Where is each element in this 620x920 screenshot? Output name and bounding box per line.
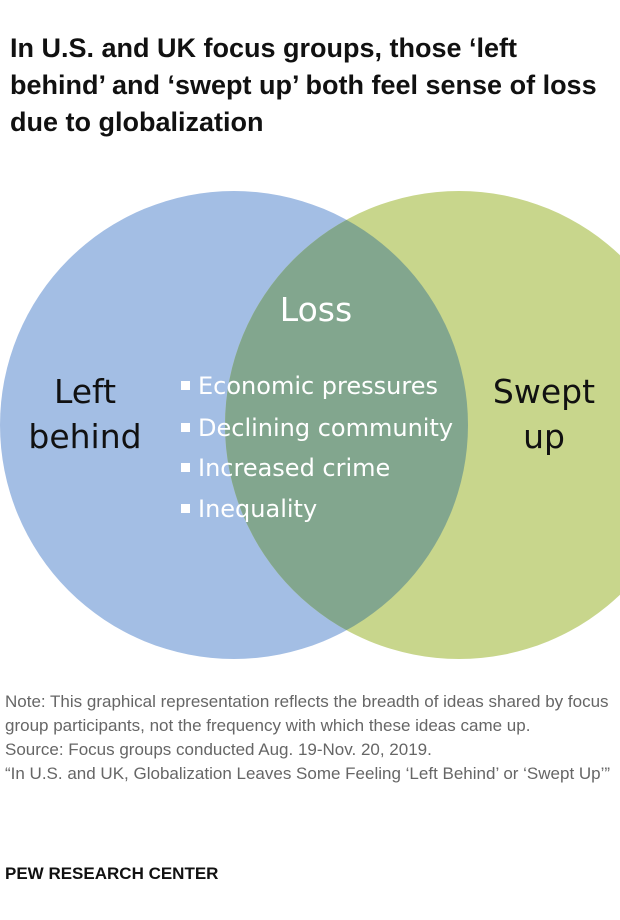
loss-item-text: Increased crime [198, 454, 390, 482]
left-behind-label-line2: behind [28, 417, 141, 456]
report-title-text: “In U.S. and UK, Globalization Leaves So… [5, 764, 611, 783]
loss-item: Economic pressures [181, 372, 438, 400]
chart-title: In U.S. and UK focus groups, those ‘left… [10, 33, 597, 137]
venn-diagram: Left behind Swept up Loss Economic press… [0, 191, 620, 659]
pew-research-center-logo: PEW RESEARCH CENTER [5, 864, 219, 883]
bullet-marker [181, 504, 190, 513]
loss-item: Inequality [181, 495, 317, 523]
notes-block: Note: This graphical representation refl… [5, 690, 615, 786]
loss-label: Loss [280, 290, 352, 329]
bullet-marker [181, 381, 190, 390]
loss-item-text: Economic pressures [198, 372, 438, 400]
loss-item-text: Declining community [198, 414, 453, 442]
swept-up-label-line1: Swept [493, 372, 595, 411]
loss-overlap-region [225, 191, 468, 659]
source-text: Source: Focus groups conducted Aug. 19-N… [5, 740, 432, 759]
loss-item-text: Inequality [198, 495, 317, 523]
left-behind-label-line1: Left [54, 372, 116, 411]
swept-up-label-line2: up [523, 417, 565, 456]
loss-item: Increased crime [181, 454, 390, 482]
loss-item: Declining community [181, 414, 453, 442]
bullet-marker [181, 423, 190, 432]
bullet-marker [181, 463, 190, 472]
note-text: Note: This graphical representation refl… [5, 692, 609, 735]
